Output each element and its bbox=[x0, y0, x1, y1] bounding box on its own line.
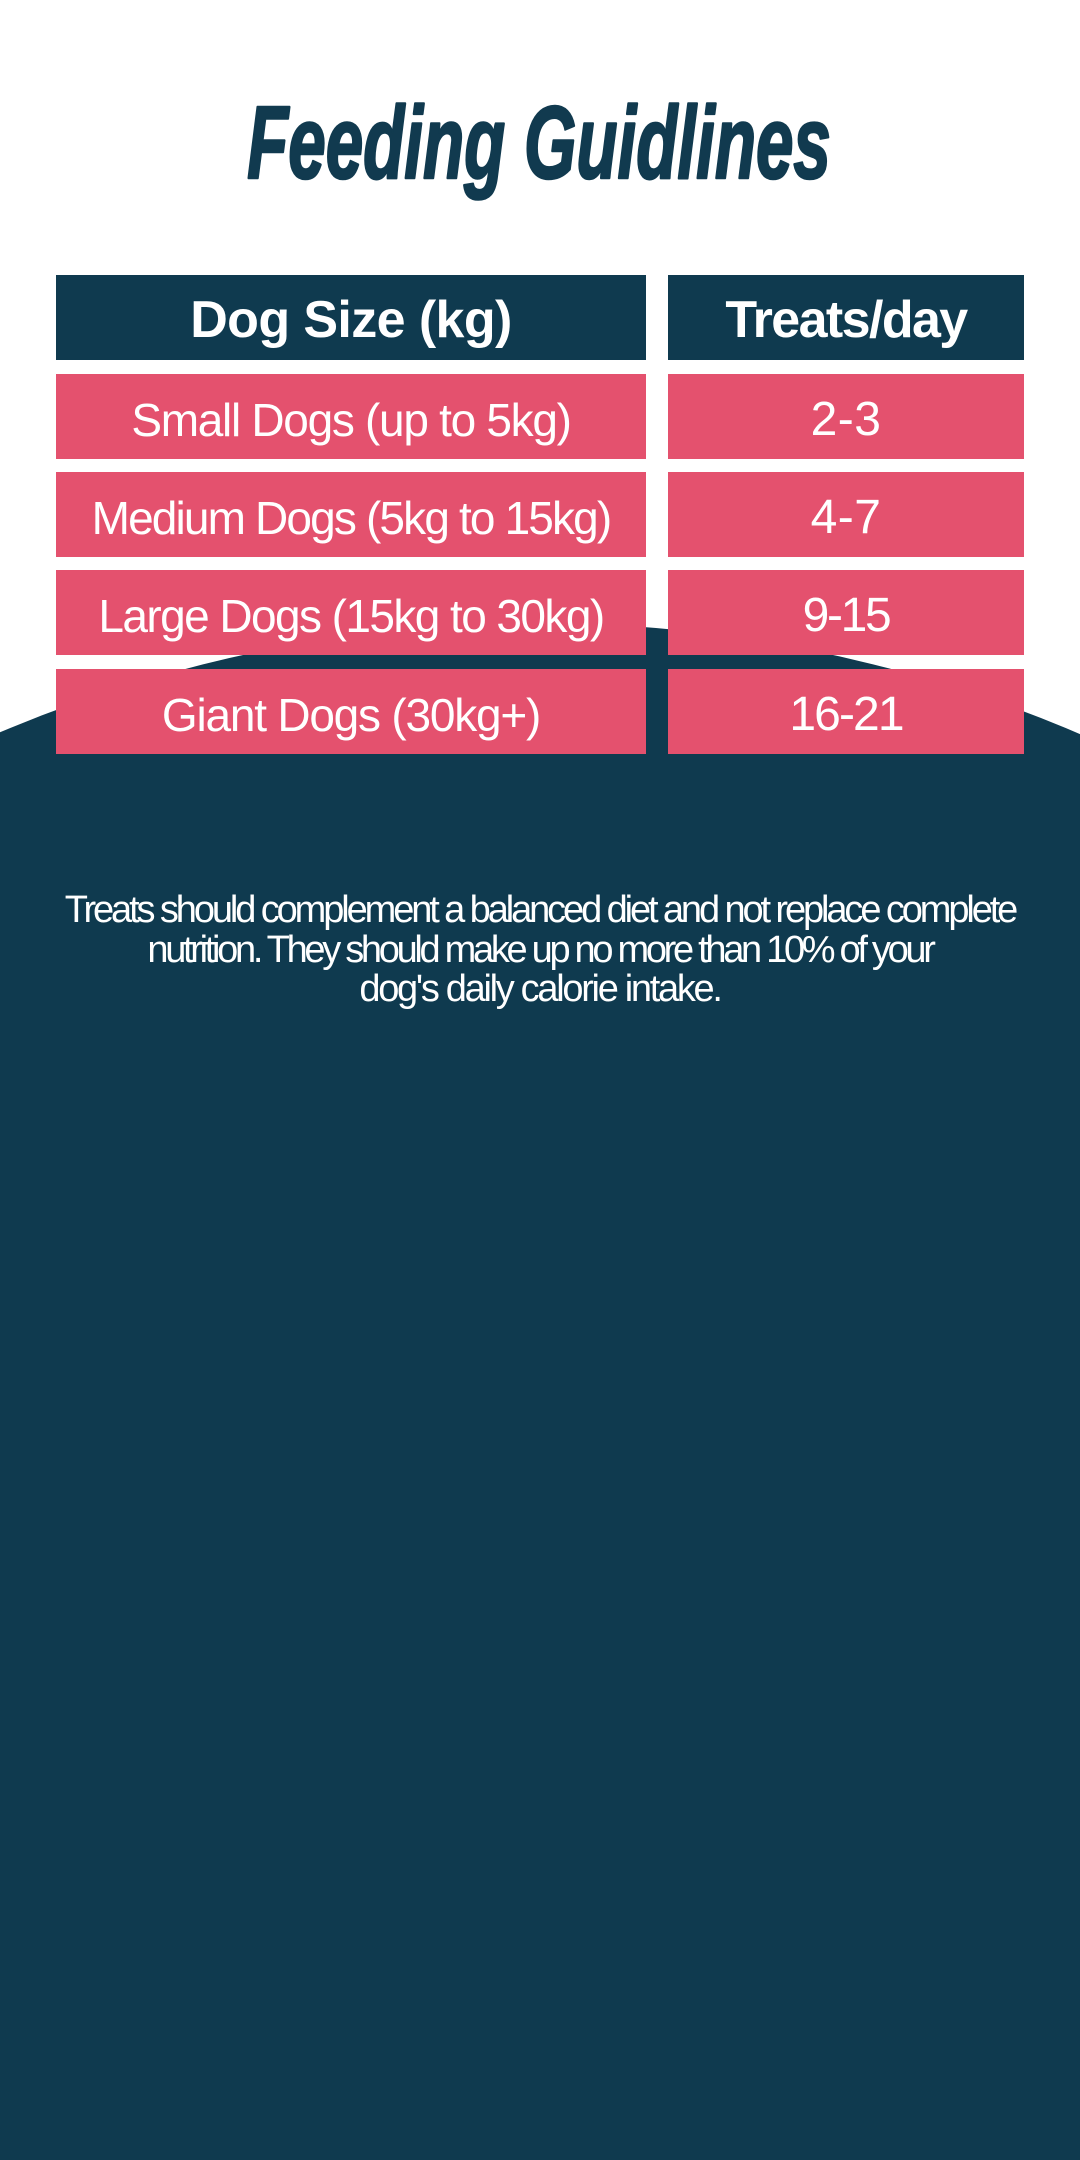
svg-text:Feeding Guidlines: Feeding Guidlines bbox=[247, 86, 831, 201]
